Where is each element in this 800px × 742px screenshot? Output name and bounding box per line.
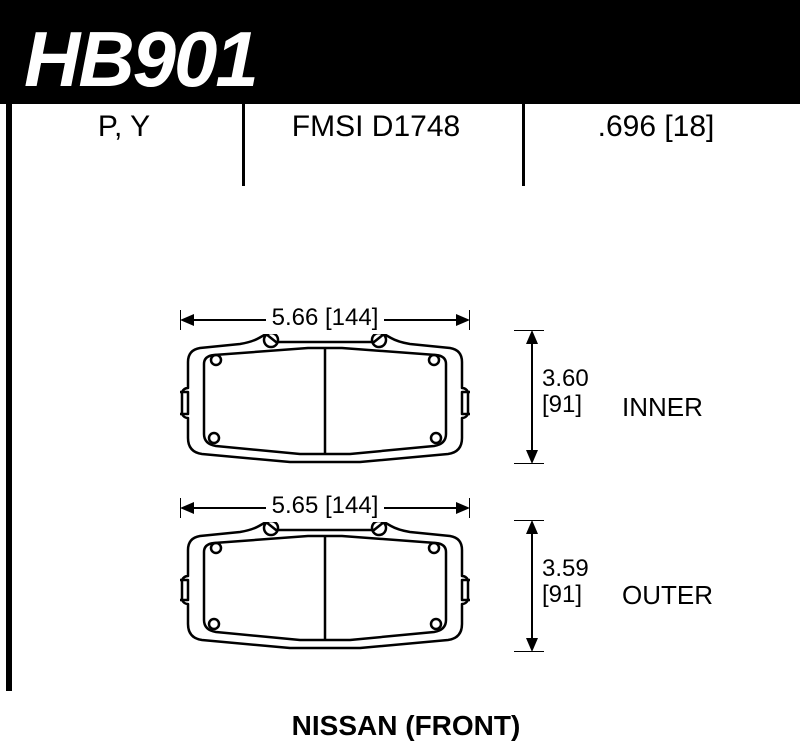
outer-pad-group: 5.65 [144] — [180, 522, 470, 650]
fmsi-number: FMSI D1748 — [236, 96, 516, 144]
inner-width-label: 5.66 [144] — [266, 304, 385, 332]
application-label: NISSAN (FRONT) — [12, 710, 800, 742]
thickness-value: .696 [18] — [516, 96, 796, 144]
outer-pad-drawing — [180, 522, 470, 650]
outer-height-label-2: [91] — [542, 581, 582, 608]
part-number-header: HB901 — [0, 18, 800, 104]
inner-pad-drawing — [180, 334, 470, 464]
inner-width-dimension: 5.66 [144] — [180, 298, 470, 326]
diagram-frame: P, Y FMSI D1748 .696 [18] 5.66 [144] — [6, 96, 800, 691]
outer-height-label-1: 3.59 — [542, 555, 589, 582]
inner-pad-label: INNER — [622, 392, 703, 423]
inner-height-label-2: [91] — [542, 391, 582, 418]
info-row: P, Y FMSI D1748 .696 [18] — [12, 96, 800, 144]
inner-pad-group: 5.66 [144] — [180, 334, 470, 464]
outer-pad-label: OUTER — [622, 580, 713, 611]
outer-width-dimension: 5.65 [144] — [180, 486, 470, 514]
outer-width-label: 5.65 [144] — [266, 492, 385, 520]
compound-codes: P, Y — [12, 96, 236, 144]
inner-height-label-1: 3.60 — [542, 365, 589, 392]
